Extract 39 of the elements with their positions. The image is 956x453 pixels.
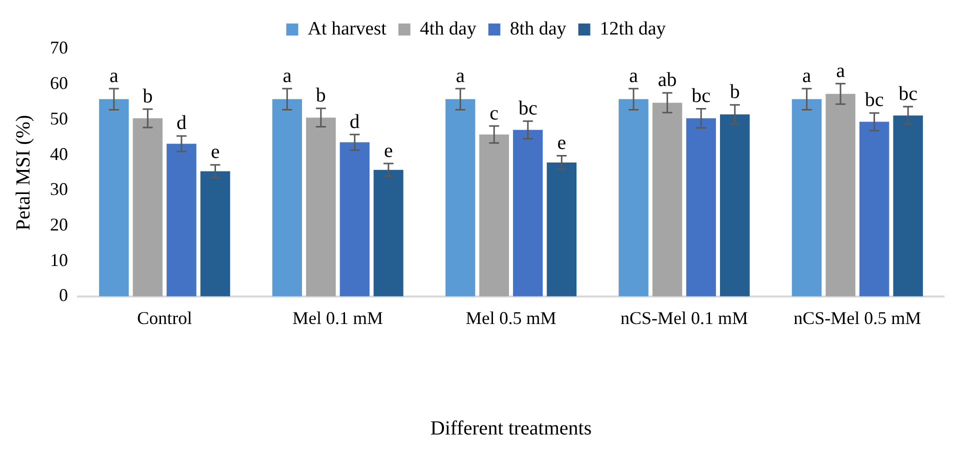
y-tick-label: 70: [50, 38, 68, 58]
data-label: a: [629, 64, 638, 87]
y-tick-label: 0: [59, 285, 68, 306]
data-label: c: [490, 102, 499, 124]
x-tick-label: Mel 0.5 mM: [466, 308, 556, 328]
x-tick-label: nCS-Mel 0.5 mM: [794, 308, 922, 328]
data-label: d: [176, 112, 186, 134]
x-tick-label: Control: [137, 308, 192, 328]
data-label: bc: [518, 97, 538, 120]
x-tick-label: nCS-Mel 0.1 mM: [620, 308, 748, 328]
x-axis-title: Different treatments: [430, 417, 592, 440]
data-label: e: [210, 141, 220, 164]
data-label: b: [730, 81, 740, 104]
data-label: b: [142, 85, 153, 108]
y-tick-label: 10: [50, 250, 68, 270]
data-label: e: [557, 132, 566, 154]
data-label: bc: [692, 84, 711, 107]
data-label: a: [282, 64, 292, 87]
data-label: a: [802, 64, 812, 87]
data-label: ab: [658, 69, 677, 92]
y-tick-label: 20: [50, 214, 68, 234]
y-tick-label: 40: [50, 144, 68, 164]
data-label: b: [316, 84, 326, 107]
data-label: bc: [864, 89, 884, 112]
legend-label: 8th day: [510, 18, 567, 40]
x-tick-label: Mel 0.1 mM: [292, 308, 384, 328]
data-label: a: [836, 60, 846, 82]
legend-label: 4th day: [420, 18, 477, 40]
y-axis-title: Petal MSI (%): [12, 114, 34, 230]
y-tick-label: 30: [50, 179, 68, 200]
legend-label: At harvest: [308, 18, 388, 40]
data-label: bc: [898, 82, 918, 105]
data-label: a: [109, 64, 118, 87]
legend-label: 12th day: [600, 18, 666, 40]
data-label: e: [384, 140, 394, 162]
y-tick-label: 50: [50, 108, 68, 128]
y-tick-label: 60: [50, 73, 68, 94]
data-label: d: [350, 110, 360, 133]
data-label: a: [456, 64, 465, 87]
